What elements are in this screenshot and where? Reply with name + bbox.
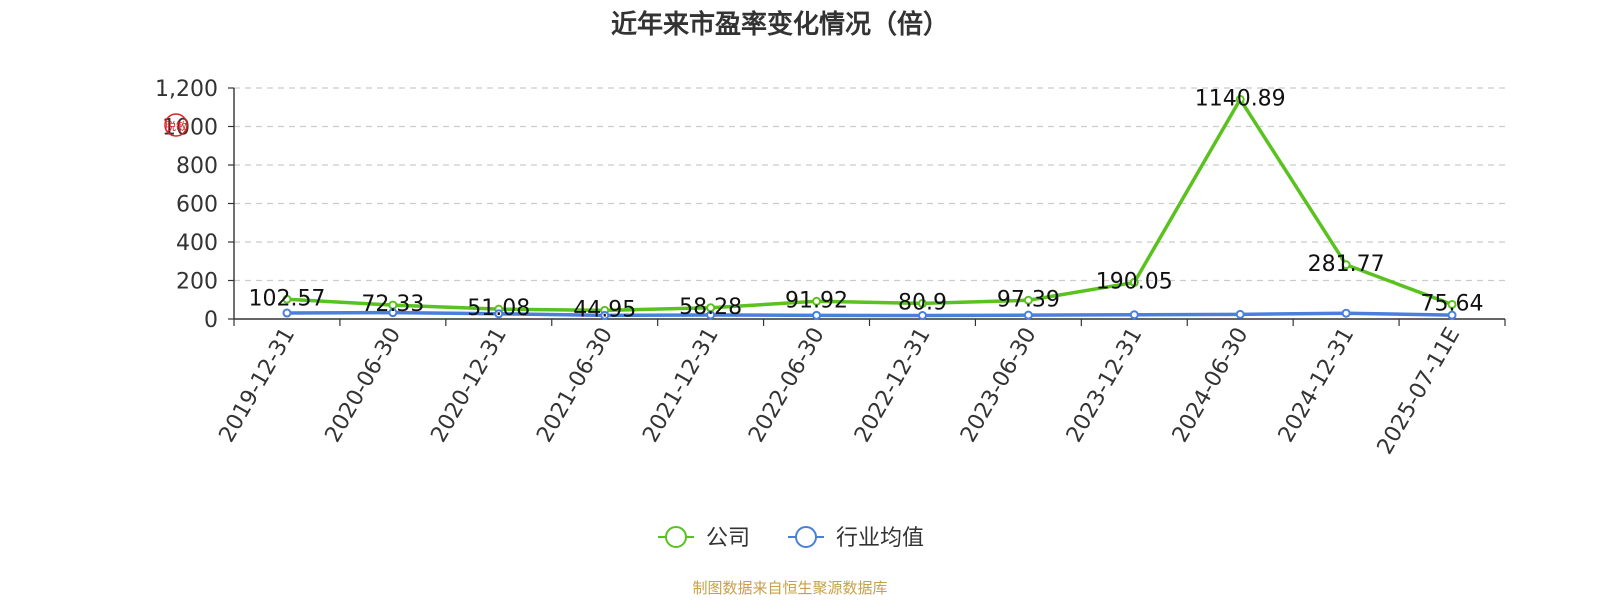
series-point-1[interactable] (494, 309, 504, 319)
watermark-text: 脱敏 (165, 119, 187, 133)
series-point-1[interactable] (1235, 309, 1245, 319)
series-point-0[interactable] (812, 296, 822, 306)
series-point-1[interactable] (1023, 310, 1033, 320)
data-label: 190.05 (1096, 269, 1173, 294)
watermark-seal: 脱敏 (164, 113, 188, 137)
y-tick-label: 600 (176, 193, 218, 218)
series-line-1 (286, 310, 1453, 318)
data-label: 80.9 (898, 290, 947, 315)
series-point-1[interactable] (917, 311, 927, 321)
x-tick-label: 2022-06-30 (744, 324, 830, 447)
series-layer (282, 94, 1457, 321)
chart-title: 近年来市盈率变化情况（倍） (611, 9, 949, 40)
series-point-0[interactable] (1341, 260, 1351, 270)
grid-lines (234, 87, 1505, 282)
y-tick-label: 1,200 (155, 77, 218, 102)
y-axis: 0 200 400 600 800 1000 1,200 (155, 77, 235, 333)
data-label: 44.95 (573, 297, 636, 322)
series-point-1[interactable] (282, 308, 292, 318)
series-line-0 (286, 97, 1453, 313)
data-label: 72.33 (361, 292, 424, 317)
series-point-0[interactable] (1447, 299, 1457, 309)
y-tick-label: 1000 (162, 116, 218, 141)
x-axis: 2019-12-31 2020-06-30 2020-12-31 2021-06-30… (215, 318, 1506, 459)
series-point-0[interactable] (1129, 277, 1139, 287)
series-point-0[interactable] (917, 298, 927, 308)
source-note: 制图数据来自恒生聚源数据库 (692, 579, 887, 597)
series-point-1[interactable] (706, 310, 716, 320)
y-tick-label: 400 (176, 231, 218, 256)
series-point-1[interactable] (1341, 308, 1351, 318)
data-label: 91.92 (785, 288, 848, 313)
legend-item-industry[interactable]: 行业均值 (788, 526, 924, 551)
x-tick-label: 2024-12-31 (1274, 324, 1360, 447)
data-label: 58.28 (679, 295, 742, 320)
x-tick-label: 2020-12-31 (426, 323, 512, 446)
legend-industry-marker (795, 526, 817, 548)
x-tick-label: 2023-06-30 (956, 324, 1042, 447)
x-tick-label: 2021-06-30 (532, 324, 618, 447)
data-label: 75.64 (1421, 291, 1484, 316)
data-label: 1140.89 (1195, 86, 1286, 111)
x-tick-label: 2024-06-30 (1168, 324, 1254, 447)
data-label: 97.39 (997, 287, 1060, 312)
legend-company-label: 公司 (706, 526, 750, 551)
series-point-1[interactable] (600, 310, 610, 320)
data-label: 51.08 (467, 296, 530, 321)
legend: 公司 行业均值 (658, 526, 924, 551)
data-labels: 102.57 72.33 51.08 44.95 58.28 91.92 80.9 97.39… (248, 86, 1483, 322)
series-point-1[interactable] (1129, 310, 1139, 320)
x-tick-label: 2025-07-11E (1373, 324, 1466, 459)
x-tick-label: 2019-12-31 (215, 324, 301, 447)
x-tick-label: 2023-12-31 (1062, 324, 1148, 447)
x-tick-label: 2021-12-31 (638, 324, 724, 447)
data-label: 281.77 (1308, 252, 1385, 277)
series-point-0[interactable] (1023, 295, 1033, 305)
series-point-0[interactable] (282, 294, 292, 304)
legend-item-company[interactable]: 公司 (658, 526, 750, 551)
y-tick-label: 0 (204, 308, 218, 333)
series-point-1[interactable] (1447, 310, 1457, 320)
x-tick-label: 2022-12-31 (850, 323, 936, 446)
data-label: 102.57 (248, 286, 325, 311)
y-tick-label: 200 (176, 270, 218, 295)
legend-industry-label: 行业均值 (836, 526, 924, 551)
series-point-1[interactable] (812, 310, 822, 320)
series-point-0[interactable] (1235, 94, 1245, 104)
legend-company-marker (665, 526, 687, 548)
series-point-1[interactable] (388, 308, 398, 318)
y-tick-label: 800 (176, 154, 218, 179)
x-tick-label: 2020-06-30 (320, 324, 406, 447)
